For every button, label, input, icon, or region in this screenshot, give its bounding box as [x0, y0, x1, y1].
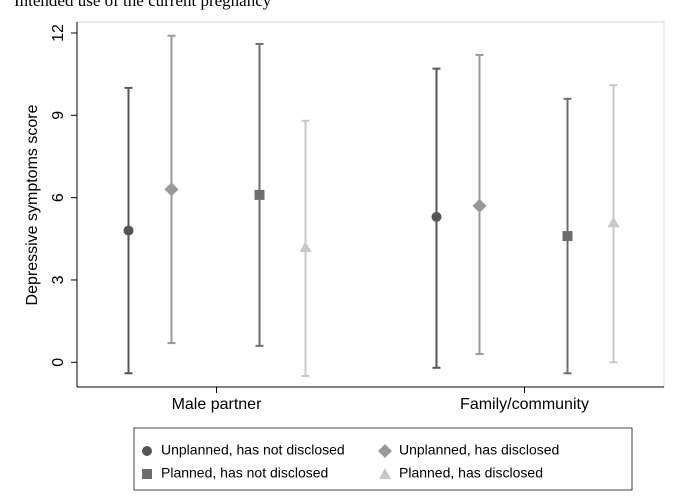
legend [133, 427, 633, 491]
legend-swatch [142, 469, 152, 479]
legend-label: Planned, has not disclosed [161, 465, 328, 481]
point [299, 241, 312, 253]
y-axis-label: Depressive symptoms score [24, 104, 41, 305]
y-tick-label: 9 [50, 111, 67, 120]
point [123, 225, 134, 236]
y-tick-label: 12 [50, 24, 67, 42]
point [607, 216, 620, 228]
legend-swatch [142, 446, 152, 456]
y-tick-label: 3 [50, 275, 67, 284]
y-tick-label: 0 [50, 358, 67, 367]
y-tick-label: 6 [50, 193, 67, 202]
legend-label: Unplanned, has not disclosed [161, 442, 345, 458]
point [562, 231, 573, 242]
legend-label: Unplanned, has disclosed [399, 442, 559, 458]
legend-swatch [379, 468, 391, 479]
point [254, 189, 265, 200]
legend-swatch [378, 444, 392, 458]
x-tick-label: Male partner [172, 396, 262, 413]
x-tick-label: Family/community [460, 396, 589, 413]
chart-title: Intended use of the current pregnancy [14, 0, 272, 10]
point [472, 198, 487, 213]
legend-label: Planned, has disclosed [399, 465, 543, 481]
point [164, 182, 179, 197]
point [431, 211, 442, 222]
